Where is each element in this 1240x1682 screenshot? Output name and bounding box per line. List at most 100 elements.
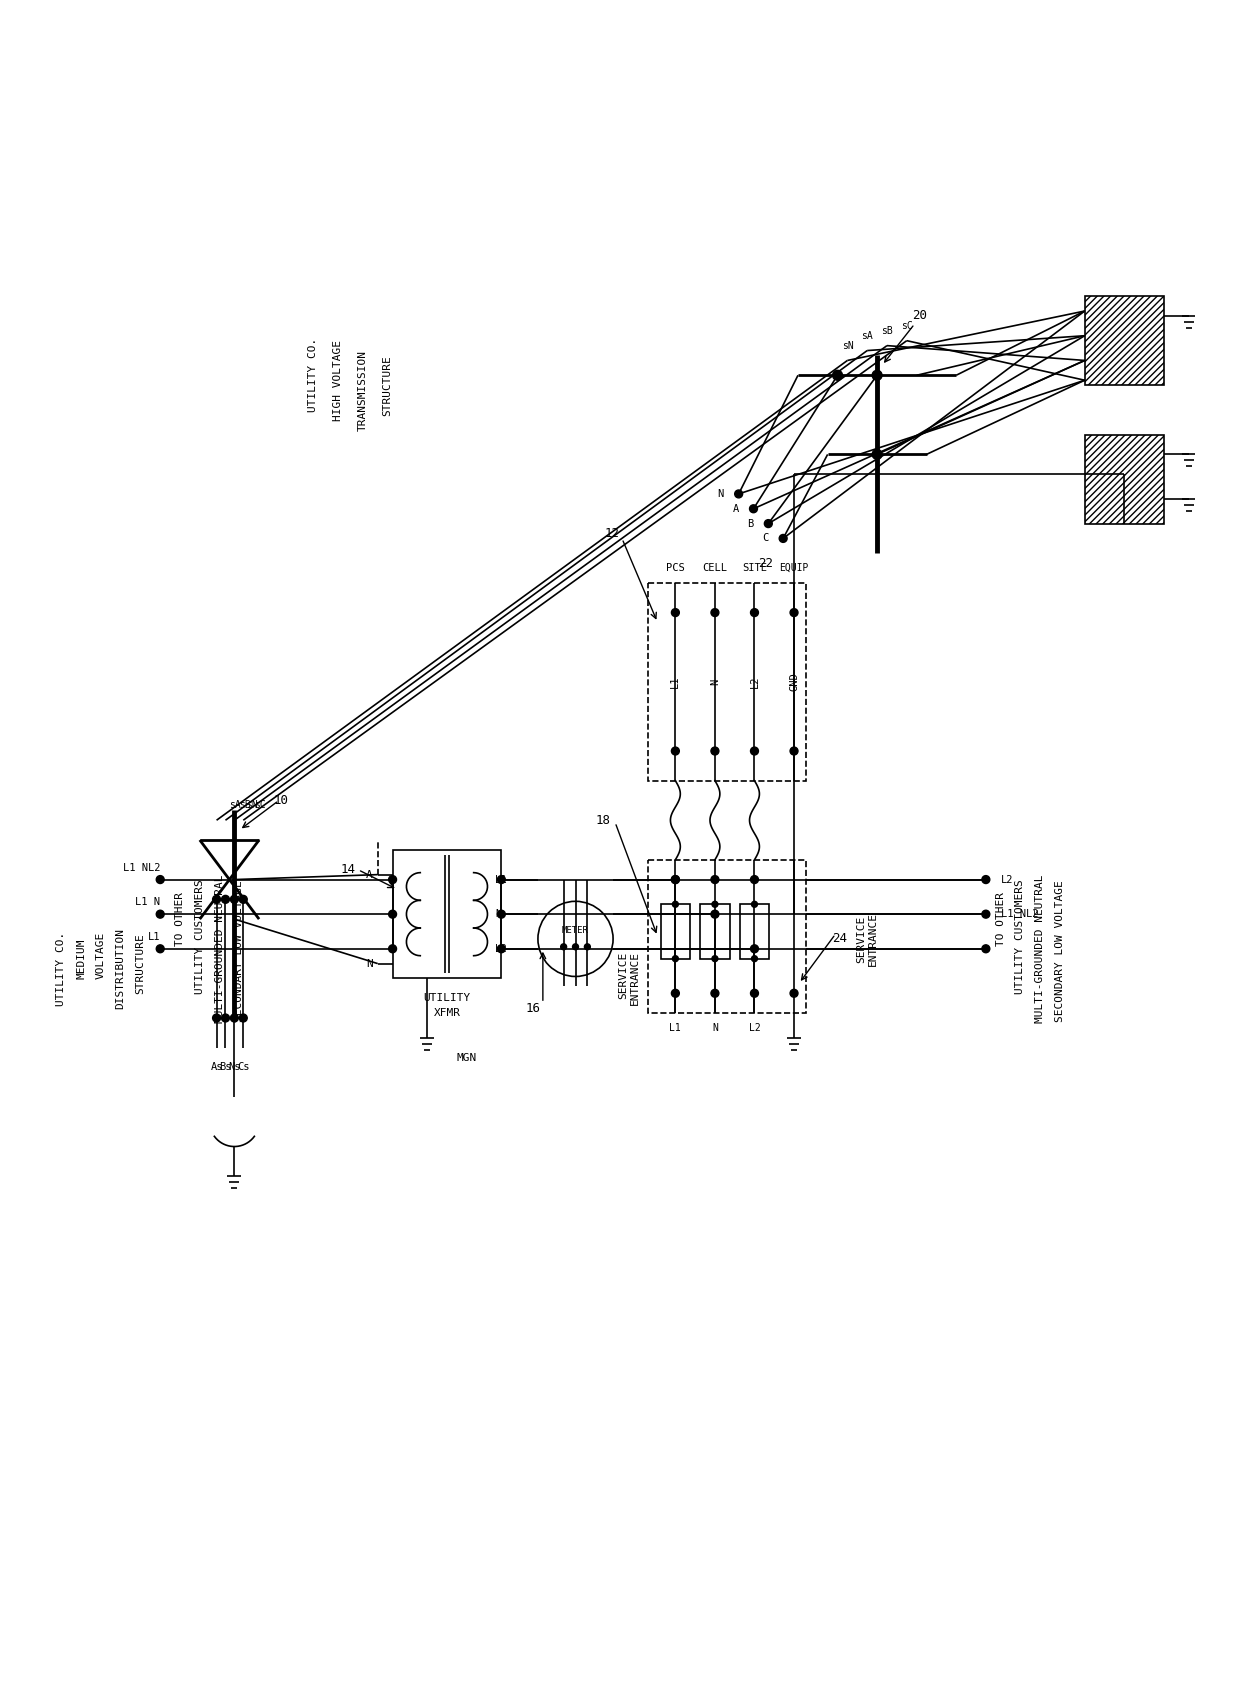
Circle shape bbox=[239, 1014, 247, 1023]
Text: 20: 20 bbox=[911, 309, 926, 323]
Text: B: B bbox=[748, 518, 754, 528]
Circle shape bbox=[671, 609, 680, 617]
Text: L1 NL2: L1 NL2 bbox=[1001, 910, 1038, 918]
Circle shape bbox=[239, 895, 247, 903]
Circle shape bbox=[231, 895, 238, 903]
Circle shape bbox=[749, 505, 758, 513]
Text: Ns: Ns bbox=[228, 1063, 241, 1073]
Circle shape bbox=[573, 944, 579, 950]
Circle shape bbox=[790, 989, 799, 997]
Text: XFMR: XFMR bbox=[434, 1008, 460, 1018]
Circle shape bbox=[671, 876, 680, 883]
Text: L1: L1 bbox=[671, 676, 681, 688]
Text: 10: 10 bbox=[274, 794, 289, 807]
Text: MULTI-GROUNDED NEUTRAL: MULTI-GROUNDED NEUTRAL bbox=[1035, 875, 1045, 1023]
Text: UTILITY CO.: UTILITY CO. bbox=[56, 932, 66, 1006]
Circle shape bbox=[832, 370, 842, 380]
Text: Cs: Cs bbox=[237, 1063, 249, 1073]
Text: SECONDARY LOW VOLTAGE: SECONDARY LOW VOLTAGE bbox=[234, 880, 244, 1021]
Circle shape bbox=[750, 747, 759, 755]
Circle shape bbox=[872, 449, 882, 459]
Text: sN: sN bbox=[247, 801, 258, 811]
Text: UTILITY: UTILITY bbox=[423, 992, 471, 1002]
Circle shape bbox=[982, 910, 990, 918]
Circle shape bbox=[764, 520, 773, 528]
Circle shape bbox=[790, 609, 799, 617]
Circle shape bbox=[497, 910, 505, 918]
Text: TRANSMISSION: TRANSMISSION bbox=[358, 350, 368, 431]
Circle shape bbox=[497, 945, 505, 952]
Text: METER: METER bbox=[562, 927, 589, 935]
Text: HIGH VOLTAGE: HIGH VOLTAGE bbox=[334, 340, 343, 420]
Circle shape bbox=[750, 989, 759, 997]
Circle shape bbox=[671, 989, 680, 997]
Text: sC: sC bbox=[254, 801, 265, 811]
Text: N: N bbox=[718, 489, 724, 500]
Circle shape bbox=[711, 989, 719, 997]
Text: GND: GND bbox=[789, 673, 799, 691]
Text: L1 N: L1 N bbox=[135, 897, 160, 907]
Circle shape bbox=[790, 747, 799, 755]
Circle shape bbox=[751, 902, 758, 907]
Text: L1: L1 bbox=[148, 932, 160, 942]
Circle shape bbox=[222, 895, 229, 903]
Text: L2: L2 bbox=[1001, 875, 1013, 885]
Text: 12: 12 bbox=[605, 526, 620, 540]
Text: L1: L1 bbox=[670, 1023, 681, 1033]
Bar bbox=[1085, 434, 1164, 523]
Text: 18: 18 bbox=[595, 814, 610, 828]
Circle shape bbox=[711, 747, 719, 755]
Text: 14: 14 bbox=[341, 863, 356, 876]
Text: SERVICE
ENTRANCE: SERVICE ENTRANCE bbox=[857, 912, 878, 965]
Circle shape bbox=[711, 910, 719, 918]
Text: STRUCTURE: STRUCTURE bbox=[383, 355, 393, 415]
Circle shape bbox=[711, 876, 719, 883]
Circle shape bbox=[750, 945, 759, 952]
Text: Bs: Bs bbox=[219, 1063, 232, 1073]
Circle shape bbox=[751, 955, 758, 962]
Text: 16: 16 bbox=[526, 1001, 541, 1014]
Text: 22: 22 bbox=[759, 557, 774, 570]
Circle shape bbox=[982, 876, 990, 883]
Text: N: N bbox=[712, 1023, 718, 1033]
Circle shape bbox=[497, 876, 505, 883]
Text: sA: sA bbox=[862, 331, 873, 341]
Text: 24: 24 bbox=[832, 932, 848, 945]
Bar bbox=[739, 905, 769, 959]
Circle shape bbox=[584, 944, 590, 950]
Text: MULTI-GROUNDED NEUTRAL: MULTI-GROUNDED NEUTRAL bbox=[215, 875, 224, 1023]
Circle shape bbox=[388, 876, 397, 883]
Circle shape bbox=[982, 945, 990, 952]
Circle shape bbox=[671, 747, 680, 755]
Text: CELL: CELL bbox=[702, 563, 728, 574]
Circle shape bbox=[750, 876, 759, 883]
Circle shape bbox=[711, 609, 719, 617]
Text: N: N bbox=[711, 678, 720, 685]
Circle shape bbox=[388, 910, 397, 918]
Bar bbox=[393, 849, 501, 979]
Text: L1 NL2: L1 NL2 bbox=[123, 863, 160, 873]
Text: C: C bbox=[763, 533, 769, 543]
Text: sC: sC bbox=[901, 321, 913, 331]
Text: L1: L1 bbox=[496, 875, 507, 885]
Circle shape bbox=[231, 1014, 238, 1023]
Circle shape bbox=[156, 910, 164, 918]
Circle shape bbox=[222, 1014, 229, 1023]
Text: A: A bbox=[366, 870, 373, 880]
Circle shape bbox=[750, 609, 759, 617]
Text: L2: L2 bbox=[749, 1023, 760, 1033]
Text: MGN: MGN bbox=[456, 1053, 477, 1063]
Text: MEDIUM: MEDIUM bbox=[76, 939, 86, 979]
Text: DISTRIBUTION: DISTRIBUTION bbox=[115, 928, 125, 1009]
Circle shape bbox=[212, 1014, 221, 1023]
Circle shape bbox=[872, 370, 882, 380]
Text: SERVICE
ENTRANCE: SERVICE ENTRANCE bbox=[619, 952, 640, 1006]
Circle shape bbox=[212, 895, 221, 903]
Circle shape bbox=[672, 955, 678, 962]
Text: N: N bbox=[366, 959, 373, 969]
Text: sB: sB bbox=[882, 326, 893, 336]
Text: UTILITY CUSTOMERS: UTILITY CUSTOMERS bbox=[1016, 880, 1025, 994]
Circle shape bbox=[156, 945, 164, 952]
Circle shape bbox=[560, 944, 567, 950]
Text: TO OTHER: TO OTHER bbox=[175, 891, 185, 945]
